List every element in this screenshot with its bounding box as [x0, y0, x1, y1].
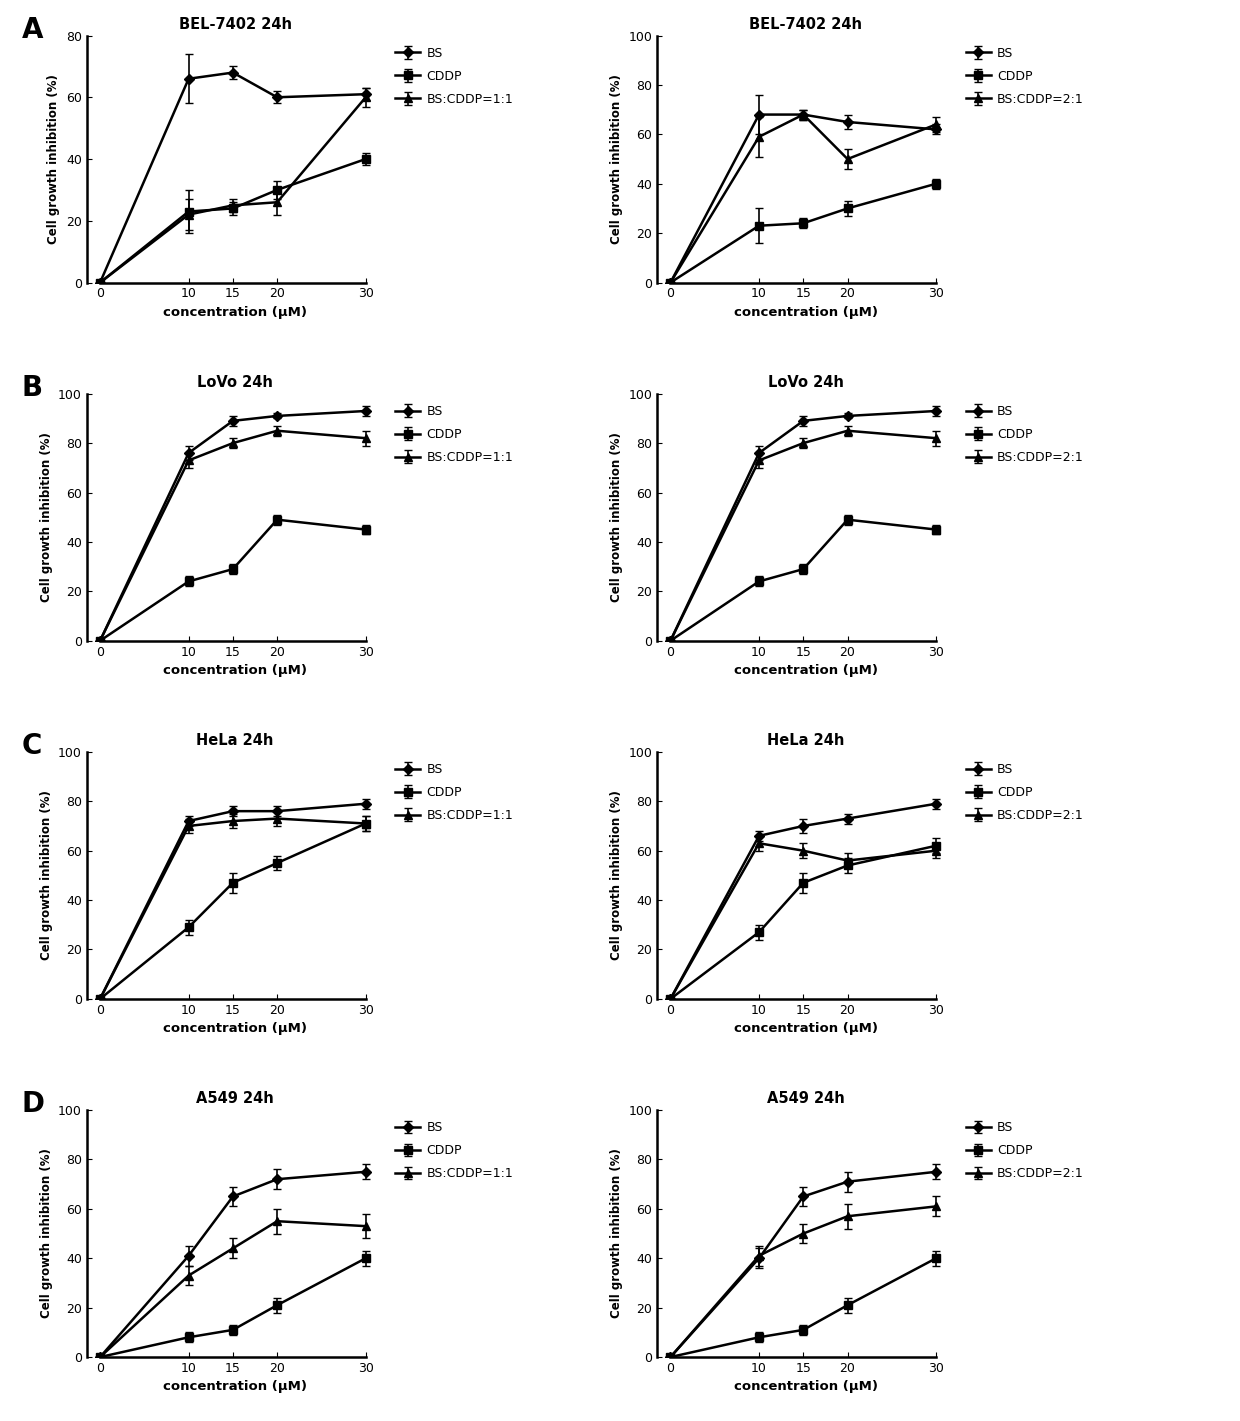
X-axis label: concentration (μM): concentration (μM) [164, 1380, 308, 1394]
Title: A549 24h: A549 24h [196, 1091, 274, 1106]
Text: B: B [21, 374, 42, 402]
Title: HeLa 24h: HeLa 24h [196, 733, 274, 747]
X-axis label: concentration (μM): concentration (μM) [164, 1022, 308, 1036]
Legend: BS, CDDP, BS:CDDP=1:1: BS, CDDP, BS:CDDP=1:1 [396, 405, 513, 463]
Title: LoVo 24h: LoVo 24h [197, 375, 273, 389]
Y-axis label: Cell growth inhibition (%): Cell growth inhibition (%) [610, 74, 622, 244]
Y-axis label: Cell growth inhibition (%): Cell growth inhibition (%) [47, 74, 61, 244]
X-axis label: concentration (μM): concentration (μM) [734, 1380, 878, 1394]
Legend: BS, CDDP, BS:CDDP=1:1: BS, CDDP, BS:CDDP=1:1 [396, 1121, 513, 1181]
X-axis label: concentration (μM): concentration (μM) [164, 664, 308, 678]
Y-axis label: Cell growth inhibition (%): Cell growth inhibition (%) [40, 432, 52, 603]
X-axis label: concentration (μM): concentration (μM) [734, 1022, 878, 1036]
X-axis label: concentration (μM): concentration (μM) [734, 306, 878, 318]
Y-axis label: Cell growth inhibition (%): Cell growth inhibition (%) [610, 1148, 622, 1319]
Y-axis label: Cell growth inhibition (%): Cell growth inhibition (%) [40, 790, 52, 961]
Legend: BS, CDDP, BS:CDDP=2:1: BS, CDDP, BS:CDDP=2:1 [966, 47, 1084, 105]
X-axis label: concentration (μM): concentration (μM) [734, 664, 878, 678]
Y-axis label: Cell growth inhibition (%): Cell growth inhibition (%) [610, 790, 622, 961]
Title: HeLa 24h: HeLa 24h [766, 733, 844, 747]
Y-axis label: Cell growth inhibition (%): Cell growth inhibition (%) [610, 432, 622, 603]
Text: D: D [21, 1090, 45, 1118]
Legend: BS, CDDP, BS:CDDP=2:1: BS, CDDP, BS:CDDP=2:1 [966, 405, 1084, 463]
Title: BEL-7402 24h: BEL-7402 24h [179, 17, 291, 31]
Text: C: C [21, 732, 42, 760]
Y-axis label: Cell growth inhibition (%): Cell growth inhibition (%) [40, 1148, 52, 1319]
Title: LoVo 24h: LoVo 24h [768, 375, 843, 389]
Legend: BS, CDDP, BS:CDDP=1:1: BS, CDDP, BS:CDDP=1:1 [396, 763, 513, 823]
X-axis label: concentration (μM): concentration (μM) [164, 306, 308, 318]
Title: BEL-7402 24h: BEL-7402 24h [749, 17, 862, 31]
Title: A549 24h: A549 24h [766, 1091, 844, 1106]
Legend: BS, CDDP, BS:CDDP=1:1: BS, CDDP, BS:CDDP=1:1 [396, 47, 513, 105]
Legend: BS, CDDP, BS:CDDP=2:1: BS, CDDP, BS:CDDP=2:1 [966, 1121, 1084, 1181]
Legend: BS, CDDP, BS:CDDP=2:1: BS, CDDP, BS:CDDP=2:1 [966, 763, 1084, 823]
Text: A: A [21, 16, 43, 44]
